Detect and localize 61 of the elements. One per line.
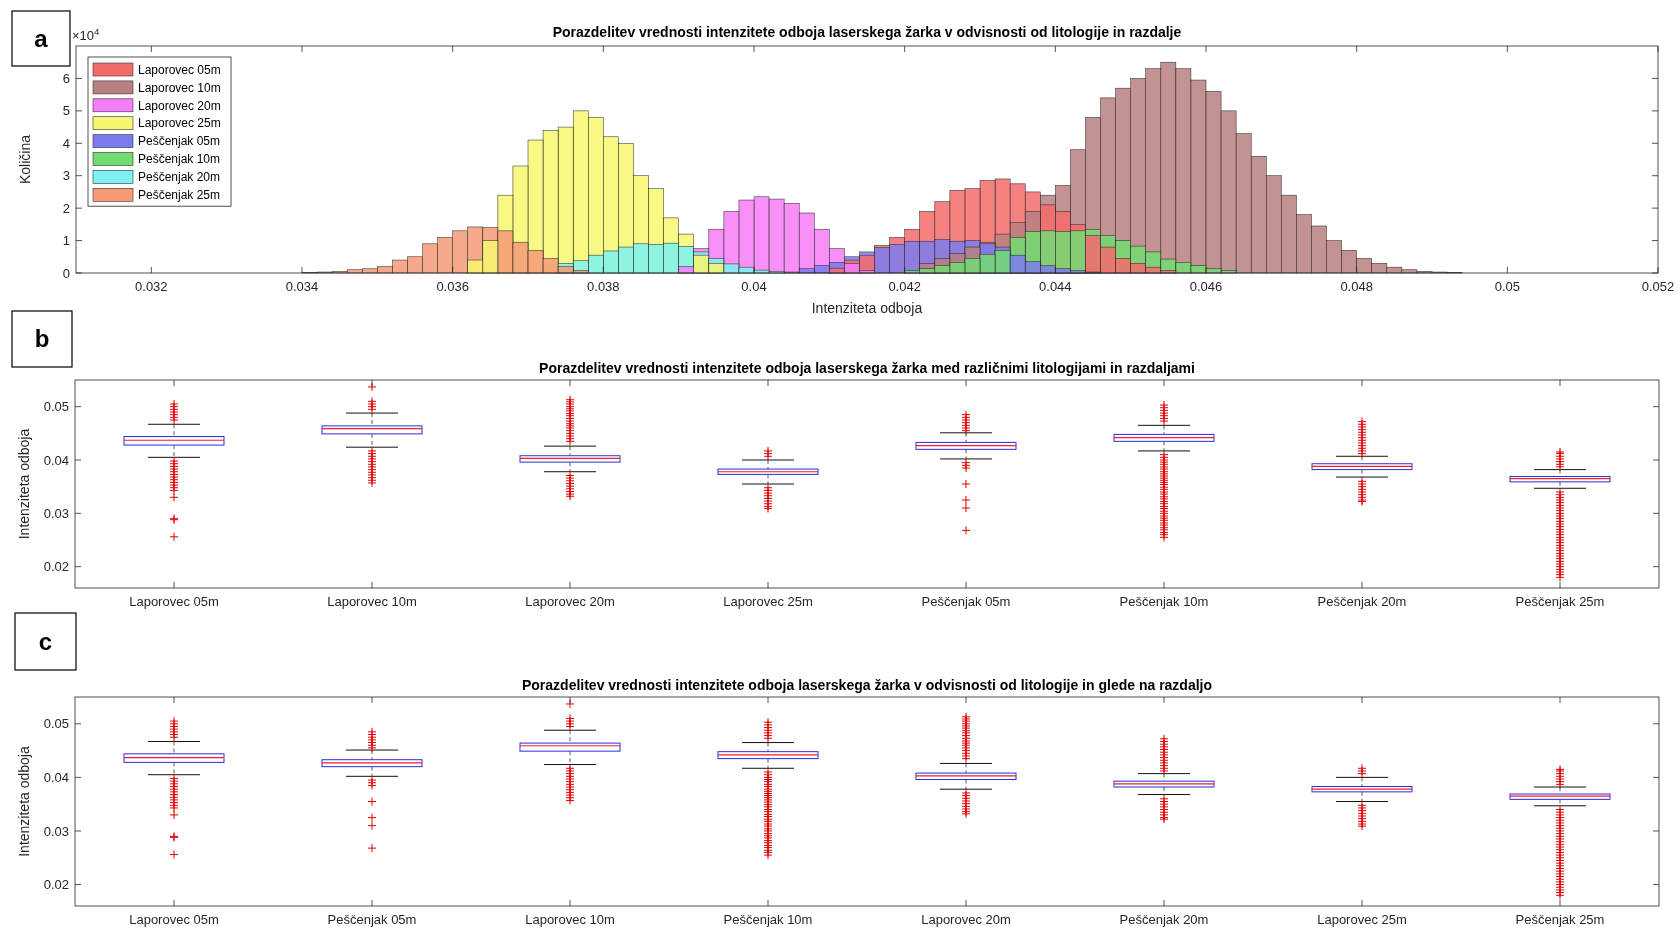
x-tick-label: 0.052	[1641, 279, 1675, 294]
text: a	[34, 24, 49, 52]
x-tick-label: Laporovec 05m	[129, 912, 219, 927]
text: b	[34, 325, 50, 353]
chart-title: Porazdelitev vrednosti intenzitete odboja laserskega žarka med različnimi litologijami in razdaljami	[539, 360, 1195, 376]
x-tick-label: Peščenjak 05m	[327, 912, 417, 927]
x-tick-label: Laporovec 10m	[327, 594, 417, 609]
y-tick-label: 0.02	[43, 877, 69, 893]
x-tick-label: 0.05	[1494, 279, 1520, 294]
x-tick-label: Peščenjak 20m	[1317, 594, 1407, 609]
chart-title: Porazdelitev vrednosti intenzitete odboja laserskega žarka v odvisnosti od litologije in glede na razdaljo	[521, 677, 1213, 693]
x-tick-label: Peščenjak 05m	[921, 594, 1011, 609]
x-tick-label: Laporovec 25m	[723, 594, 813, 609]
y-tick-label: 0.03	[43, 823, 69, 839]
x-axis-title: Intenziteta odboja	[811, 300, 923, 316]
x-tick-label: 0.046	[1189, 279, 1223, 294]
x-tick-label: 0.048	[1340, 279, 1373, 294]
legend-label: Peščenjak 20m	[138, 170, 221, 185]
y-tick-label: 0	[62, 265, 70, 281]
x-tick-label: Peščenjak 20m	[1119, 912, 1209, 927]
x-tick-label: 0.038	[587, 279, 620, 294]
y-tick-label: 5	[62, 103, 70, 119]
x-tick-label: 0.032	[135, 279, 168, 294]
x-tick-label: Laporovec 10m	[525, 912, 615, 927]
y-tick-label: 0.05	[43, 399, 69, 415]
y-tick-label: 0.04	[43, 769, 69, 785]
x-tick-label: 0.034	[285, 279, 319, 294]
x-tick-label: 0.036	[436, 279, 469, 294]
y-tick-label: 0.04	[43, 452, 69, 468]
x-tick-label: 0.044	[1039, 279, 1072, 294]
x-tick-label: 0.042	[888, 279, 921, 294]
x-tick-label: Peščenjak 10m	[723, 912, 813, 927]
x-tick-label: 0.04	[741, 279, 767, 294]
legend-label: Peščenjak 05m	[138, 134, 221, 149]
y-tick-label: 0.03	[43, 505, 69, 521]
y-axis-title: Intenziteta odboja	[16, 746, 32, 857]
x-tick-label: Laporovec 20m	[525, 594, 615, 609]
chart-title: Porazdelitev vrednosti intenzitete odboja laserskega žarka v odvisnosti od litologije in razdalje	[552, 24, 1182, 40]
legend-label: Peščenjak 25m	[138, 188, 221, 202]
y-tick-label: 0.05	[43, 716, 69, 732]
x-tick-label: Peščenjak 25m	[1515, 912, 1605, 927]
legend-label: Laporovec 10m	[138, 80, 221, 95]
x-tick-label: Laporovec 05m	[129, 594, 219, 609]
y-tick-label: 1	[62, 233, 70, 249]
legend-label: Peščenjak 10m	[138, 152, 221, 167]
text: ×10$^{4}$	[72, 25, 101, 43]
x-tick-label: Peščenjak 10m	[1119, 594, 1209, 609]
x-tick-label: Laporovec 25m	[1317, 912, 1407, 927]
text: c	[38, 627, 53, 655]
y-tick-label: 3	[62, 168, 70, 184]
x-tick-label: Laporovec 20m	[921, 912, 1011, 927]
y-tick-label: 6	[62, 70, 70, 86]
legend-label: Laporovec 05m	[138, 62, 221, 77]
legend-label: Laporovec 20m	[138, 98, 221, 113]
y-axis-title: Intenziteta odboja	[16, 428, 32, 540]
y-tick-label: 4	[62, 135, 70, 151]
legend-label: Laporovec 25m	[138, 116, 221, 131]
y-axis-title: Količina	[17, 134, 33, 185]
y-tick-label: 2	[62, 200, 70, 216]
y-tick-label: 0.02	[43, 559, 69, 575]
x-tick-label: Peščenjak 25m	[1515, 594, 1605, 609]
